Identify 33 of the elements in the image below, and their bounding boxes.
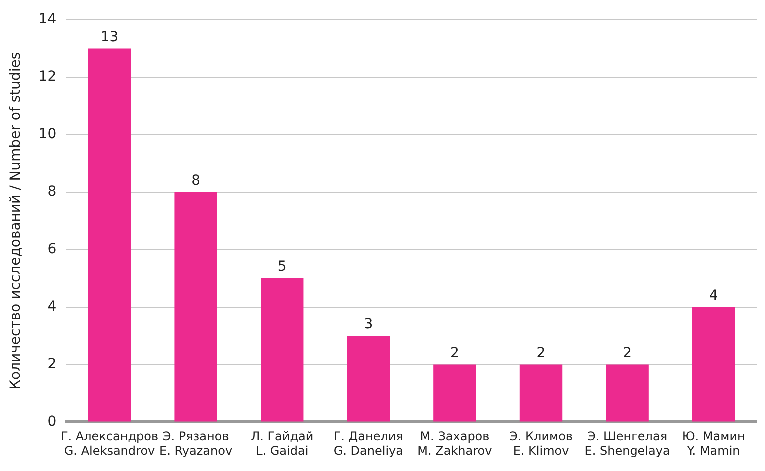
bar: [88, 48, 132, 422]
y-tick-label: 0: [48, 414, 57, 430]
y-tick-label: 2: [48, 356, 57, 372]
data-label: 4: [709, 288, 718, 304]
x-tick-label: М. Захаров M. Zakharov: [418, 430, 492, 458]
bar: [261, 278, 304, 422]
data-label: 2: [536, 345, 546, 362]
y-tick-label: 6: [48, 241, 57, 258]
x-tick-label: Ю. Мамин Y. Mamin: [682, 430, 746, 458]
y-tick-label: 14: [38, 12, 57, 28]
y-tick-label: 8: [48, 184, 57, 200]
bar: [174, 192, 218, 422]
data-label: 2: [450, 345, 460, 362]
x-tick-label: Э. Климов E. Klimov: [510, 430, 573, 458]
x-tick-label: Г. Александров G. Aleksandrov: [60, 430, 159, 458]
bar: [692, 307, 736, 422]
x-tick-label: Г. Данелия G. Daneliya: [334, 430, 404, 458]
y-axis-title: Количество исследований / Number of studies: [8, 52, 24, 390]
y-tick-label: 12: [38, 69, 57, 86]
bar: [606, 364, 649, 422]
bar: [434, 364, 476, 422]
x-tick-label: Э. Шенгелая E. Shengelaya: [584, 430, 670, 458]
data-label: 3: [364, 316, 374, 333]
y-tick-label: 10: [38, 126, 57, 143]
y-tick-label: 4: [48, 298, 57, 315]
bar: [347, 336, 390, 422]
bar: [520, 364, 563, 422]
data-label: 8: [192, 173, 201, 190]
data-label: 13: [100, 29, 119, 46]
x-tick-label: Э. Рязанов E. Ryazanov: [160, 430, 233, 458]
x-tick-label: Л. Гайдай L. Gaidai: [251, 430, 314, 458]
data-label: 5: [278, 259, 287, 276]
data-label: 2: [623, 345, 632, 362]
